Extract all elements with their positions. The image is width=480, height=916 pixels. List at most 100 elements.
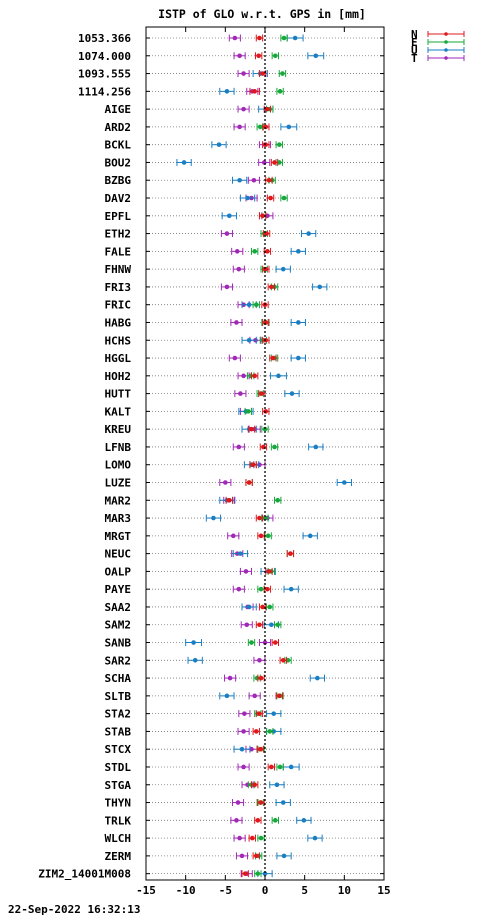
data-point (230, 533, 236, 539)
y-tick-label: LFNB (105, 441, 132, 454)
data-point (253, 302, 259, 308)
data-point (216, 142, 222, 147)
y-tick-label: LOMO (105, 459, 132, 472)
y-tick-label: BCKL (105, 139, 132, 152)
data-point (253, 853, 259, 859)
y-tick-label: ZIM2_14001M008 (38, 868, 131, 881)
point-U (232, 550, 249, 558)
y-tick-label: ZERM (105, 850, 132, 863)
y-tick-label: MAR2 (105, 494, 132, 507)
y-tick-label: FALE (105, 245, 132, 258)
data-point (251, 177, 257, 183)
data-point (258, 533, 264, 539)
data-point (234, 249, 240, 254)
legend-label-T: T (411, 52, 418, 65)
point-E (276, 763, 284, 771)
point-T (233, 123, 246, 131)
y-tick-label: 1093.555 (78, 68, 131, 81)
y-tick-label: STGA (105, 779, 132, 792)
data-point (241, 764, 246, 770)
data-point (260, 213, 265, 219)
y-tick-label: SLTB (105, 690, 132, 703)
point-U (290, 247, 306, 255)
y-tick-label: LUZE (105, 477, 132, 490)
y-tick-label: SANB (105, 637, 132, 650)
y-tick-label: KREU (105, 423, 132, 436)
y-tick-label: SCHA (105, 672, 132, 685)
data-point (265, 106, 270, 112)
y-tick-label: FHNW (105, 263, 132, 276)
point-N (252, 727, 260, 735)
data-point (236, 444, 242, 450)
x-tick-label: -15 (136, 884, 156, 897)
point-T (237, 70, 250, 78)
point-T (237, 763, 250, 771)
data-point (239, 853, 245, 859)
data-point (192, 658, 198, 663)
point-U (233, 745, 251, 753)
point-T (231, 799, 245, 807)
data-point (181, 160, 187, 165)
data-point (236, 266, 242, 272)
data-point (255, 818, 261, 823)
data-point (257, 711, 262, 716)
x-tick-label: 5 (301, 884, 308, 897)
data-point (232, 35, 238, 41)
point-T (247, 176, 260, 184)
point-U (187, 656, 203, 664)
point-N (252, 852, 260, 860)
y-tick-label: HGGL (105, 352, 132, 365)
data-point (252, 89, 257, 94)
point-T (220, 230, 233, 238)
data-point (256, 53, 261, 59)
point-T (232, 265, 245, 273)
y-tick-label: STCX (105, 743, 132, 756)
point-N (257, 674, 265, 682)
point-N (251, 372, 259, 380)
point-T (230, 318, 243, 326)
data-point (232, 355, 238, 361)
point-U (219, 87, 235, 95)
data-point (266, 177, 272, 183)
data-point (267, 604, 273, 610)
data-point (315, 675, 320, 681)
point-U (336, 479, 352, 486)
point-N (265, 176, 273, 184)
x-tick-label: 0 (262, 884, 269, 897)
point-E (270, 443, 279, 451)
data-point (269, 764, 274, 770)
data-point (280, 658, 286, 663)
point-N (257, 799, 265, 807)
point-U (176, 158, 192, 166)
data-point (224, 89, 230, 94)
point-E (275, 141, 283, 149)
data-point (275, 622, 280, 628)
point-U (284, 390, 300, 398)
data-point (289, 391, 295, 396)
data-point (276, 693, 282, 699)
data-point (281, 853, 287, 859)
point-N (262, 336, 270, 344)
point-N (255, 514, 264, 522)
point-N (262, 265, 270, 273)
point-T (238, 710, 251, 718)
point-N (270, 158, 279, 166)
point-T (240, 621, 253, 629)
data-point (227, 497, 232, 503)
point-U (307, 52, 325, 60)
data-point (280, 800, 286, 805)
legend-marker (444, 32, 448, 36)
data-point (250, 835, 255, 841)
data-point (238, 391, 243, 396)
point-E (266, 603, 274, 611)
point-T (219, 479, 232, 486)
data-point (301, 818, 307, 823)
point-N (267, 283, 276, 291)
point-E (261, 425, 269, 433)
data-point (276, 142, 282, 147)
data-point (236, 586, 242, 592)
point-U (282, 763, 300, 771)
data-point (237, 177, 242, 183)
point-N (262, 318, 270, 326)
data-point (317, 284, 323, 290)
